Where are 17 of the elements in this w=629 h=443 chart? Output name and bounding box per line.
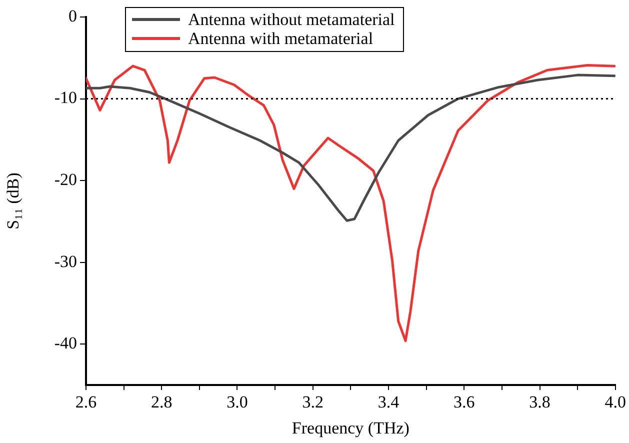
y-tick-label: -30 — [54, 252, 77, 271]
x-tick-label: 3.8 — [529, 392, 550, 412]
x-tick-label: 2.6 — [75, 392, 97, 412]
x-axis-title: Frequency (THz) — [292, 418, 410, 438]
x-tick-label: 3.4 — [378, 392, 400, 412]
x-tick-label: 3.2 — [302, 392, 324, 412]
y-tick-label: -10 — [54, 88, 77, 108]
x-tick-label: 4.0 — [604, 392, 626, 412]
x-tick-label: 3.6 — [454, 392, 475, 412]
y-tick-label: -40 — [54, 334, 77, 353]
x-tick-label: 3.0 — [226, 392, 248, 412]
legend-label: Antenna without metamaterial — [188, 10, 395, 29]
x-tick-label: 2.8 — [151, 392, 172, 412]
y-axis-title: S₁₁ (dB) — [4, 172, 23, 230]
legend-label: Antenna with metamaterial — [188, 29, 374, 48]
y-tick-label: -20 — [54, 170, 77, 190]
y-tick-label: 0 — [68, 6, 77, 26]
